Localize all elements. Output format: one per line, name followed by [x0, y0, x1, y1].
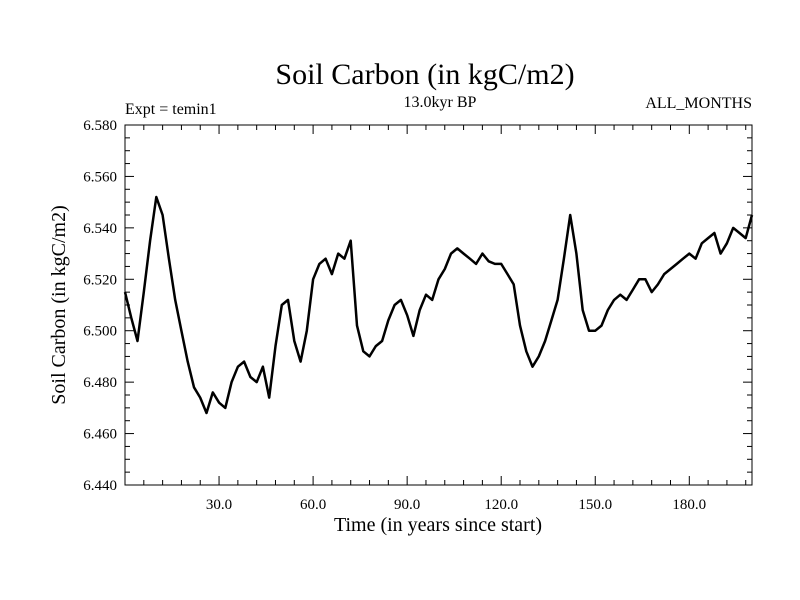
y-tick-label: 6.460 [83, 427, 117, 443]
subtitle-period: 13.0kyr BP [404, 94, 477, 111]
series-layer [123, 195, 754, 415]
y-axis-label: Soil Carbon (in kgC/m2) [48, 205, 70, 404]
chart-title: Soil Carbon (in kgC/m2) [275, 58, 574, 91]
x-axis-label: Time (in years since start) [334, 514, 542, 536]
y-tick-label: 6.480 [83, 375, 117, 391]
y-tick-label: 6.500 [83, 324, 117, 340]
x-tick-label: 30.0 [206, 497, 232, 513]
y-tick-label: 6.440 [83, 478, 117, 494]
y-axis: 6.440 6.460 6.480 6.500 6.520 6.540 6.560 6.580 [83, 118, 752, 494]
x-axis: 30.0 60.0 90.0 120.0 150.0 180.0 [143, 125, 747, 513]
y-tick-label: 6.580 [83, 118, 117, 134]
y-tick-label: 6.560 [83, 169, 117, 185]
y-tick-label: 6.540 [83, 221, 117, 237]
x-tick-label: 180.0 [672, 497, 706, 513]
series-line [123, 195, 754, 415]
x-tick-label: 90.0 [394, 497, 420, 513]
x-tick-label: 150.0 [578, 497, 612, 513]
x-tick-label: 60.0 [300, 497, 326, 513]
plot-frame [124, 124, 753, 486]
x-tick-label: 120.0 [484, 497, 518, 513]
experiment-label: Expt = temin1 [125, 101, 217, 118]
months-label: ALL_MONTHS [645, 95, 752, 112]
y-tick-label: 6.520 [83, 272, 117, 288]
